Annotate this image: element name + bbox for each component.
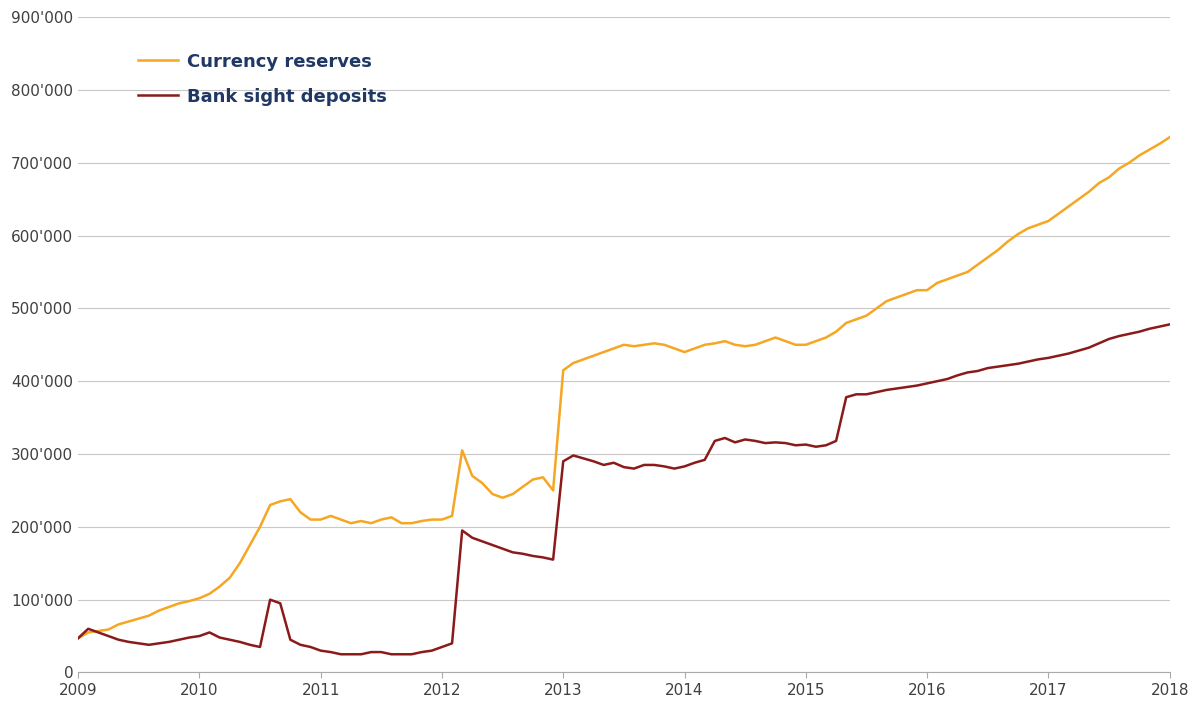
Bank sight deposits	[404, 650, 419, 659]
Currency reserves	[900, 289, 914, 298]
Line: Bank sight deposits: Bank sight deposits	[78, 319, 1200, 654]
Currency reserves	[395, 519, 409, 527]
Legend: Currency reserves, Bank sight deposits: Currency reserves, Bank sight deposits	[131, 46, 394, 113]
Bank sight deposits	[910, 381, 924, 390]
Currency reserves	[1021, 224, 1036, 233]
Bank sight deposits	[71, 634, 85, 642]
Bank sight deposits	[748, 437, 762, 445]
Currency reserves	[738, 342, 752, 350]
Currency reserves	[71, 634, 85, 642]
Bank sight deposits	[1031, 355, 1045, 364]
Line: Currency reserves: Currency reserves	[78, 95, 1200, 638]
Bank sight deposits	[324, 648, 338, 657]
Currency reserves	[324, 512, 338, 520]
Bank sight deposits	[334, 650, 348, 659]
